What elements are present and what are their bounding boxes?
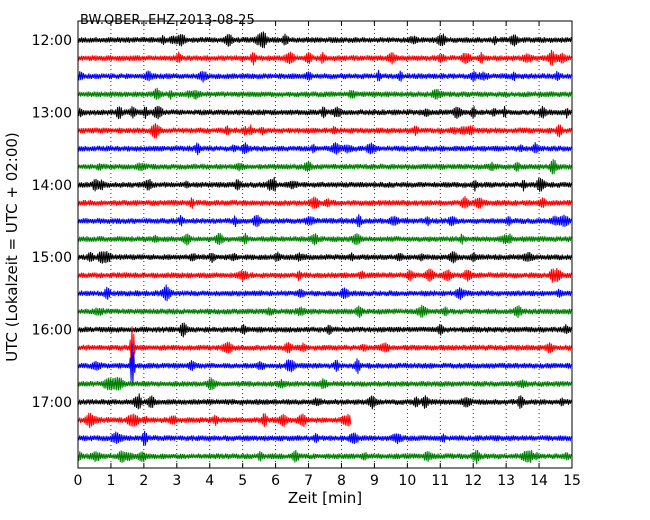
x-axis-ticks: 0 1 2 3 4 5 6 7 8 9 10 11 12 13 14 15 xyxy=(74,21,581,489)
trace-1545 xyxy=(77,304,572,318)
x-tick-label: 15 xyxy=(563,473,581,489)
x-tick-label: 6 xyxy=(271,473,280,489)
trace-1430 xyxy=(77,214,572,228)
trace-1300 xyxy=(77,105,572,120)
x-tick-label: 1 xyxy=(106,473,115,489)
x-tick-label: 12 xyxy=(464,473,482,489)
trace-1645 xyxy=(77,377,572,391)
trace-1745 xyxy=(77,449,572,465)
x-tick-label: 3 xyxy=(172,473,181,489)
x-axis-label: Zeit [min] xyxy=(288,489,362,507)
y-axis-ticks: 12:00 13:00 14:00 15:00 16:00 17:00 xyxy=(32,33,572,411)
trace-1445 xyxy=(77,232,572,246)
trace-1245 xyxy=(77,87,572,100)
x-tick-label: 8 xyxy=(337,473,346,489)
trace-1230 xyxy=(77,69,572,83)
x-tick-label: 14 xyxy=(530,473,548,489)
y-tick-label: 16:00 xyxy=(32,323,72,339)
trace-1515 xyxy=(77,267,572,283)
trace-1215 xyxy=(77,49,572,66)
x-tick-label: 7 xyxy=(304,473,313,489)
trace-1400 xyxy=(77,176,572,192)
chart-title: BW.OBER..EHZ 2013-08-25 xyxy=(80,13,255,28)
trace-1615 xyxy=(77,326,572,368)
y-axis-label: UTC (Lokalzeit = UTC + 02:00) xyxy=(3,132,21,362)
trace-1530 xyxy=(77,284,572,302)
trace-1500 xyxy=(77,251,572,264)
x-tick-label: 13 xyxy=(497,473,515,489)
plot-frame xyxy=(77,20,573,469)
x-tick-label: 0 xyxy=(74,473,83,489)
x-tick-label: 4 xyxy=(205,473,214,489)
trace-1415 xyxy=(77,196,572,209)
trace-1315 xyxy=(77,123,572,139)
x-tick-label: 10 xyxy=(398,473,416,489)
trace-1730 xyxy=(77,430,572,446)
y-tick-label: 14:00 xyxy=(32,178,72,194)
y-tick-label: 17:00 xyxy=(32,395,72,411)
y-tick-label: 12:00 xyxy=(32,33,72,49)
y-tick-label: 13:00 xyxy=(32,105,72,121)
trace-1345 xyxy=(77,159,572,175)
y-tick-label: 15:00 xyxy=(32,250,72,266)
x-tick-label: 9 xyxy=(370,473,379,489)
trace-1200 xyxy=(77,31,572,49)
trace-1700 xyxy=(77,393,572,410)
x-tick-label: 2 xyxy=(139,473,148,489)
trace-1715 xyxy=(77,412,352,429)
trace-1630 xyxy=(77,343,572,387)
x-tick-label: 5 xyxy=(238,473,247,489)
trace-group xyxy=(77,31,572,465)
trace-1330 xyxy=(77,142,572,156)
grid-lines xyxy=(110,21,540,468)
x-tick-label: 11 xyxy=(431,473,449,489)
trace-1600 xyxy=(77,322,572,338)
